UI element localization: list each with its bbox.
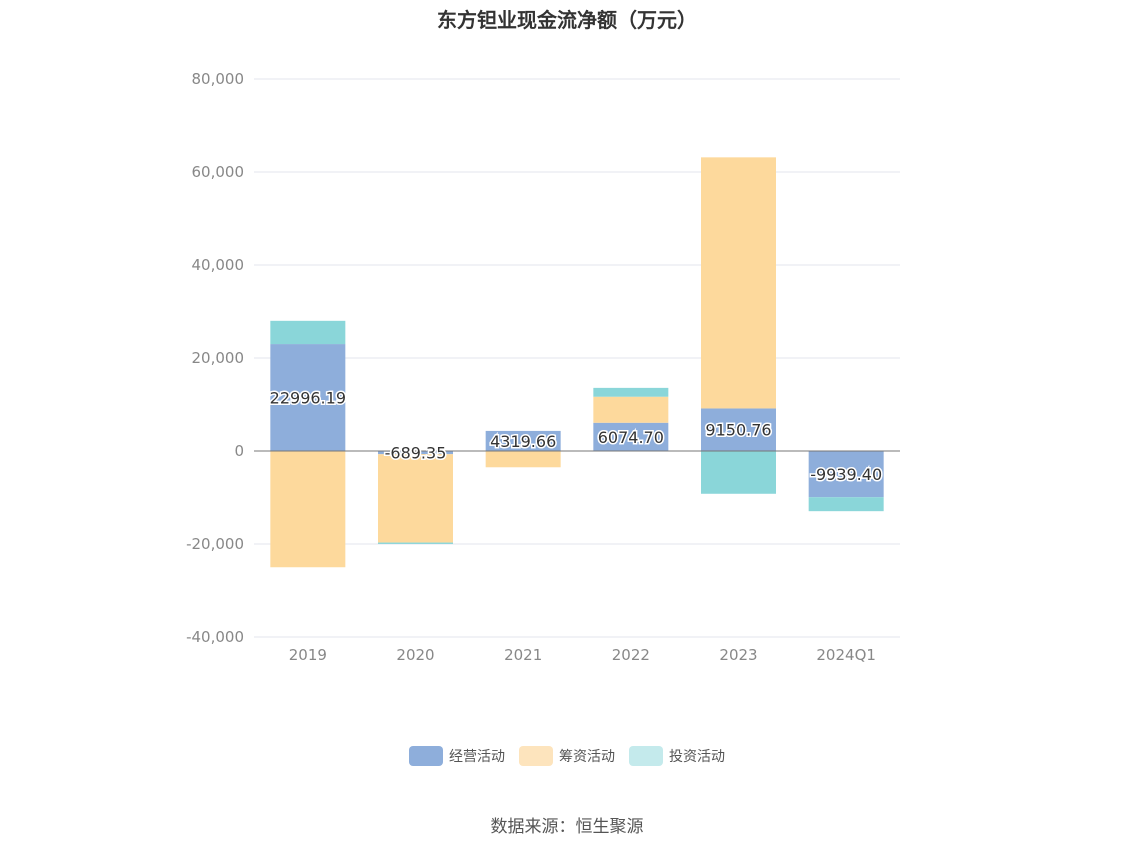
y-tick-label: 20,000 — [192, 349, 245, 367]
x-tick-label: 2022 — [612, 646, 650, 664]
legend: 经营活动 筹资活动 投资活动 — [0, 746, 1134, 766]
bar-segment — [808, 451, 884, 498]
data-label: -689.35 — [385, 444, 447, 463]
legend-label-operating: 经营活动 — [449, 749, 505, 765]
data-label: 9150.76 — [705, 421, 771, 440]
data-label: 4319.66 — [490, 432, 556, 451]
legend-item-investing[interactable]: 投资活动 — [629, 746, 725, 766]
legend-item-operating[interactable]: 经营活动 — [409, 746, 505, 766]
x-tick-label: 2020 — [396, 646, 434, 664]
data-label: 6074.70 — [598, 428, 664, 447]
bar-segment — [378, 451, 453, 455]
x-tick-label: 2024Q1 — [816, 646, 876, 664]
bar-segment — [701, 157, 776, 409]
x-tick-label: 2021 — [504, 646, 542, 664]
bar-segment — [485, 430, 561, 451]
legend-swatch-operating — [409, 746, 443, 766]
bar-segment — [808, 497, 884, 512]
bar-segment — [270, 451, 346, 568]
x-tick-label: 2019 — [289, 646, 327, 664]
x-tick-label: 2023 — [719, 646, 757, 664]
bar-segment — [593, 396, 669, 423]
data-label: -9939.40 — [810, 465, 882, 484]
bar-segment — [378, 542, 453, 544]
bar-segment — [270, 320, 346, 345]
chart-title: 东方钽业现金流净额（万元） — [437, 8, 697, 32]
data-label: 22996.19 — [270, 389, 346, 408]
y-tick-label: 60,000 — [192, 163, 245, 181]
bar-segment — [701, 451, 776, 494]
bar-segment — [270, 344, 346, 451]
legend-label-financing: 筹资活动 — [559, 749, 615, 765]
y-tick-label: -40,000 — [186, 628, 244, 646]
y-tick-label: -20,000 — [186, 535, 244, 553]
bar-segment — [593, 422, 669, 451]
legend-swatch-investing — [629, 746, 663, 766]
legend-swatch-financing — [519, 746, 553, 766]
legend-item-financing[interactable]: 筹资活动 — [519, 746, 615, 766]
y-tick-label: 40,000 — [192, 256, 245, 274]
bar-segment — [593, 387, 669, 397]
bar-segment — [378, 454, 453, 543]
y-tick-label: 0 — [234, 442, 244, 460]
bar-segment — [701, 408, 776, 451]
data-source: 数据来源：恒生聚源 — [490, 817, 644, 837]
y-tick-label: 80,000 — [192, 70, 245, 88]
bar-segment — [485, 451, 561, 468]
legend-label-investing: 投资活动 — [669, 749, 725, 765]
